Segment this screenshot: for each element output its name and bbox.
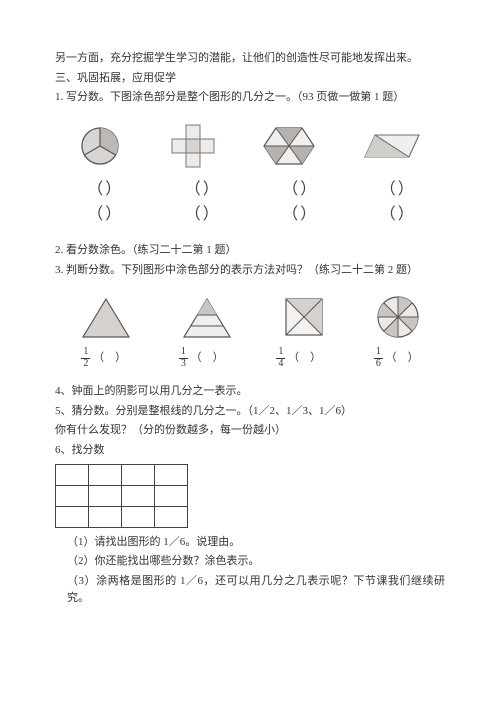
- bracket: （ ） （ ）: [171, 177, 231, 228]
- q4-text: 4、钟面上的阴影可以用几分之一表示。: [55, 383, 445, 401]
- q5-l1: 5、猜分数。分别是整根线的几分之一。（1／2、1／3、1／6）: [55, 403, 445, 421]
- q1-shapes-row: [55, 121, 445, 171]
- shape-parallelogram: [361, 129, 423, 163]
- intro-p1: 另一方面，充分挖掘学生学习的潜能，让他们的创造性尽可能地发挥出来。: [55, 50, 445, 68]
- q6-table: [55, 464, 188, 528]
- shape-triangle-1: [79, 293, 133, 341]
- q3-shapes-row: [55, 293, 445, 341]
- q6-s2: （2）你还能找出哪些分数？涂色表示。: [55, 553, 445, 571]
- q6-s3: （3）涂两格是图形的 1／6，还可以用几分之几表示呢？下节课我们继续研究。: [55, 573, 445, 608]
- q1-text: 1. 写分数。下图涂色部分是整个图形的几分之一。（93 页做一做第 1 题）: [55, 89, 445, 107]
- frac-item: 16 （ ）: [361, 347, 431, 369]
- page: 另一方面，充分挖掘学生学习的潜能，让他们的创造性尽可能地发挥出来。 三、巩固拓展…: [0, 0, 500, 707]
- bracket: （ ） （ ）: [74, 177, 134, 228]
- intro-p2: 三、巩固拓展，应用促学: [55, 70, 445, 88]
- shape-square-x: [281, 294, 327, 340]
- q2-text: 2. 看分数涂色。（练习二十二第 1 题）: [55, 242, 445, 260]
- q6-title: 6、找分数: [55, 442, 445, 460]
- q5-l2: 你有什么发现？（分的份数越多，每一份越小）: [55, 422, 445, 440]
- bracket: （ ） （ ）: [269, 177, 329, 228]
- shape-triangle-2: [180, 293, 234, 341]
- frac-item: 12 （ ）: [69, 347, 139, 369]
- frac-item: 13 （ ）: [166, 347, 236, 369]
- shape-circle-thirds: [77, 123, 123, 169]
- shape-pie-8: [374, 293, 422, 341]
- bracket: （ ） （ ）: [366, 177, 426, 228]
- q3-text: 3. 判断分数。下列图形中涂色部分的表示方法对吗？（练习二十二第 2 题）: [55, 262, 445, 280]
- shape-cross: [168, 121, 218, 171]
- frac-item: 14 （ ）: [264, 347, 334, 369]
- q3-frac-row: 12 （ ） 13 （ ） 14 （ ） 16 （ ）: [55, 347, 445, 369]
- q6-s1: （1）请找出图形的 1／6。说理由。: [55, 534, 445, 552]
- shape-hexagon: [262, 122, 316, 170]
- q1-brackets: （ ） （ ） （ ） （ ） （ ） （ ） （ ） （ ）: [55, 177, 445, 228]
